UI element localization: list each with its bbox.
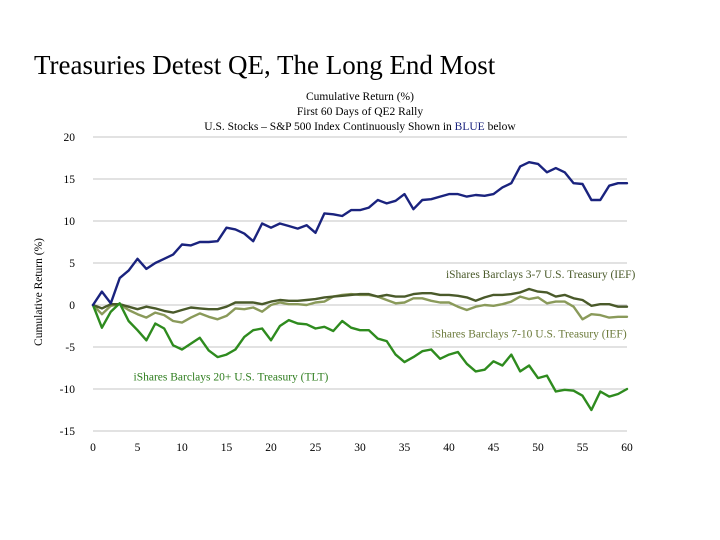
y-tick-label: 0 bbox=[69, 300, 75, 312]
x-tick-label: 25 bbox=[310, 442, 322, 454]
chart-subtitle: First 60 Days of QE2 Rally bbox=[296, 106, 424, 118]
x-tick-label: 55 bbox=[577, 442, 589, 454]
x-tick-label: 60 bbox=[621, 442, 633, 454]
x-tick-label: 50 bbox=[532, 442, 544, 454]
x-tick-label: 45 bbox=[488, 442, 500, 454]
x-tick-label: 20 bbox=[265, 442, 277, 454]
x-tick-label: 10 bbox=[176, 442, 188, 454]
y-tick-label: -15 bbox=[60, 426, 76, 438]
chart-subtitle-2-after: below bbox=[484, 121, 516, 133]
x-axis-ticks: 0 5 10 15 20 25 30 35 40 45 50 55 60 bbox=[90, 442, 633, 454]
series-line-2 bbox=[91, 292, 629, 324]
x-tick-label: 0 bbox=[90, 442, 96, 454]
y-axis-ticks: 20 15 10 5 0 -5 -10 -15 bbox=[60, 132, 76, 438]
chart-subtitles: Cumulative Return (%) First 60 Days of Q… bbox=[90, 90, 630, 135]
series-annotations: iShares Barclays 3-7 U.S. Treasury (IEF)… bbox=[134, 269, 636, 383]
page-title: Treasuries Detest QE, The Long End Most bbox=[34, 50, 496, 80]
series-lines bbox=[91, 160, 629, 412]
x-tick-label: 40 bbox=[443, 442, 455, 454]
x-tick-label: 35 bbox=[399, 442, 411, 454]
series-annotation: iShares Barclays 3-7 U.S. Treasury (IEF) bbox=[446, 269, 636, 281]
series-annotation: iShares Barclays 20+ U.S. Treasury (TLT) bbox=[134, 371, 329, 383]
chart-subtitle-2-before: U.S. Stocks – S&P 500 Index Continuously… bbox=[204, 121, 455, 133]
series-annotation: iShares Barclays 7-10 U.S. Treasury (IEF… bbox=[432, 329, 627, 341]
y-tick-label: -10 bbox=[60, 384, 76, 396]
x-tick-label: 15 bbox=[221, 442, 233, 454]
grid-lines bbox=[93, 136, 627, 432]
series-line-3 bbox=[91, 302, 629, 412]
y-tick-label: 15 bbox=[64, 174, 76, 186]
y-tick-label: -5 bbox=[65, 342, 75, 354]
x-tick-label: 30 bbox=[354, 442, 366, 454]
x-tick-label: 5 bbox=[135, 442, 141, 454]
y-tick-label: 10 bbox=[64, 216, 76, 228]
series-line-0 bbox=[91, 160, 629, 307]
chart-subtitle-2-highlight: BLUE bbox=[454, 121, 485, 133]
y-axis-label: Cumulative Return (%) bbox=[33, 238, 45, 346]
y-tick-label: 20 bbox=[64, 132, 76, 144]
chart-title: Cumulative Return (%) bbox=[306, 91, 414, 103]
chart-subtitle-2: U.S. Stocks – S&P 500 Index Continuously… bbox=[90, 120, 630, 135]
series-line-1 bbox=[91, 287, 629, 314]
y-tick-label: 5 bbox=[69, 258, 75, 270]
